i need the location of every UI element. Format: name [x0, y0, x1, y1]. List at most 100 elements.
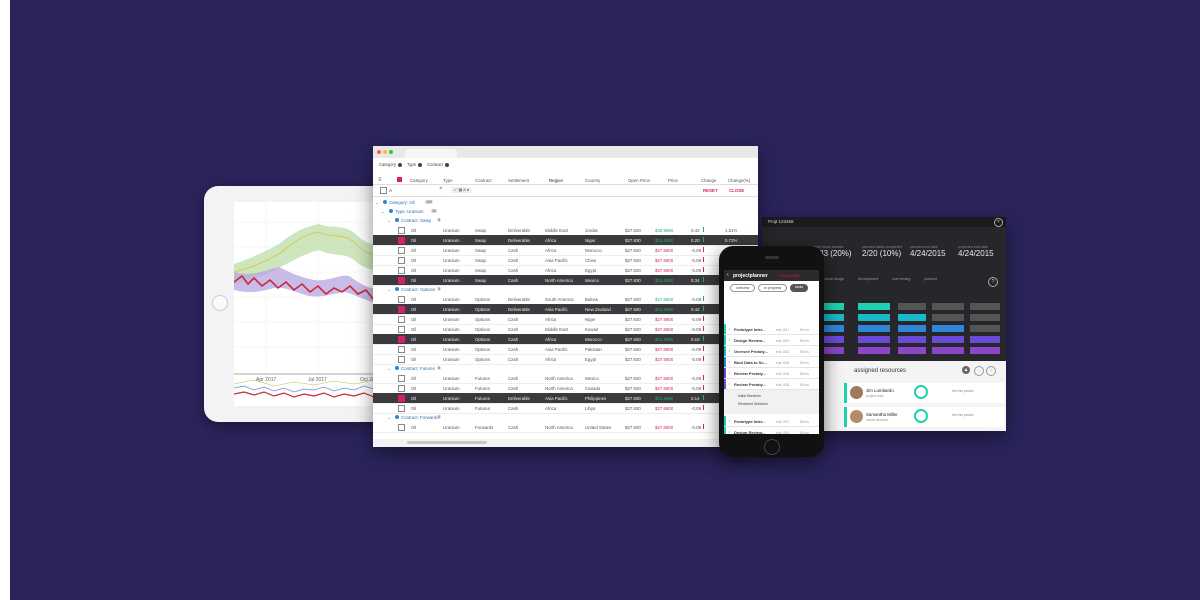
horizontal-scrollbar[interactable] — [373, 439, 758, 447]
segment-overview[interactable]: overview — [730, 284, 756, 292]
task-check-icon[interactable]: ✓ — [728, 430, 732, 434]
subtask-item[interactable]: Initial Sketches — [738, 394, 761, 398]
chevron-down-icon[interactable]: ⌄ — [381, 209, 385, 214]
sort-icon[interactable]: ▲ — [962, 366, 970, 374]
table-row[interactable]: Oil Uranium Swap Cash Asia Pacific China $27.9… — [373, 255, 758, 266]
task-check-icon[interactable]: ✓ — [728, 360, 732, 364]
clear-search-icon[interactable]: × — [439, 186, 443, 192]
group-row[interactable]: ⌄ Contract: Swap 5 — [373, 216, 758, 225]
remove-chip-icon[interactable] — [398, 162, 402, 167]
task-check-icon[interactable]: ✓ — [728, 349, 732, 353]
segment-tasks[interactable]: tasks — [790, 284, 809, 292]
row-checkbox[interactable] — [398, 346, 405, 353]
chevron-down-icon[interactable]: ⌄ — [375, 200, 379, 205]
task-check-icon[interactable]: ✓ — [728, 327, 732, 331]
resource-row[interactable]: Jim Lombardo project lead hrs this perio… — [844, 383, 1004, 403]
group-row[interactable]: ⌄ Contract: Options 5 — [373, 285, 758, 294]
table-row[interactable]: Oil Uranium Options Cash Asia Pacific Pakista… — [373, 344, 758, 355]
row-checkbox[interactable] — [398, 375, 405, 382]
reset-button[interactable]: RESET — [703, 188, 718, 193]
task-check-icon[interactable]: ✓ — [728, 419, 732, 423]
remove-chip-icon[interactable] — [444, 162, 449, 167]
row-checkbox[interactable] — [398, 326, 405, 333]
row-checkbox[interactable] — [398, 424, 405, 431]
phone-home-button[interactable] — [764, 439, 780, 455]
help-icon[interactable]: ? — [988, 277, 998, 287]
table-row[interactable]: Oil Uranium Futures Cash Africa Libya $27.930 $… — [373, 403, 758, 414]
back-icon[interactable]: ‹ — [727, 272, 729, 278]
row-checkbox[interactable] — [398, 227, 405, 234]
column-header[interactable]: Type — [443, 178, 453, 183]
row-checkbox[interactable] — [398, 296, 405, 303]
segment-in-progress[interactable]: in progress — [758, 284, 788, 292]
table-row[interactable]: Oil Uranium Options Cash Africa Niger $27.930 $… — [373, 314, 758, 325]
task-row[interactable]: ✓ Oversee Prototy... end: 8/22 80 hrs — [724, 346, 819, 357]
resource-row[interactable]: Samantha Miller visual designer hrs this… — [844, 407, 1004, 427]
group-row[interactable]: ⌄ Category: Oil 100 — [373, 198, 758, 207]
task-row[interactable]: ✓ Review Prototy... end: 8/26 80 hrs — [724, 368, 819, 379]
row-checkbox[interactable] — [398, 316, 405, 323]
task-row[interactable]: ✓ Prototype Inter... end: 9/17 80 hrs — [724, 416, 819, 427]
filter-chip[interactable]: ✓ ▦ A ● — [451, 187, 473, 193]
group-chip[interactable]: Type — [407, 162, 423, 167]
maximize-window-button[interactable] — [389, 150, 393, 154]
row-checkbox[interactable] — [398, 405, 405, 412]
row-checkbox[interactable] — [398, 237, 405, 244]
table-row[interactable]: Oil Uranium Options Cash Africa Egypt $27.930 $… — [373, 354, 758, 365]
table-row[interactable]: Oil Uranium Futures Cash North America Mexico… — [373, 373, 758, 384]
table-row[interactable]: Oil Uranium Options Cash Africa Morocco $27.93… — [373, 334, 758, 345]
close-button[interactable]: CLOSE — [729, 188, 745, 193]
row-checkbox[interactable] — [398, 247, 405, 254]
remove-chip-icon[interactable] — [418, 162, 423, 167]
group-row[interactable]: ⌄ Contract: Futures 5 — [373, 364, 758, 373]
group-row[interactable]: ⌄ Type: Uranium 20 — [373, 207, 758, 216]
task-check-icon[interactable]: ✓ — [728, 338, 732, 342]
chevron-down-icon[interactable]: ⌄ — [387, 218, 391, 223]
column-header[interactable]: Country — [585, 178, 601, 183]
group-row[interactable]: ⌄ Contract: Forwards 5 — [373, 413, 758, 422]
minimize-window-button[interactable] — [383, 150, 387, 154]
column-header[interactable]: Settlement — [508, 178, 529, 183]
row-checkbox[interactable] — [398, 395, 405, 402]
task-row[interactable]: ✓ Design Review... end: 8/19 80 hrs — [724, 335, 819, 346]
tablet-home-button[interactable] — [212, 295, 228, 311]
select-all-checkbox[interactable] — [397, 177, 402, 182]
group-chip[interactable]: Category — [379, 162, 402, 167]
add-icon[interactable]: + — [986, 366, 996, 376]
group-chip[interactable]: Contract — [427, 162, 449, 167]
column-header[interactable]: Open Price — [628, 178, 650, 183]
column-header[interactable]: Change — [701, 178, 717, 183]
chevron-down-icon[interactable]: ⌄ — [387, 415, 391, 420]
column-header[interactable]: Region — [549, 178, 563, 183]
browser-tab[interactable] — [405, 149, 457, 158]
chevron-down-icon[interactable]: ⌄ — [387, 287, 391, 292]
close-icon[interactable]: × — [994, 218, 1003, 227]
row-checkbox[interactable] — [398, 277, 405, 284]
chevron-down-icon[interactable]: ⌄ — [387, 366, 391, 371]
row-checkbox[interactable] — [398, 336, 405, 343]
row-checkbox[interactable] — [398, 356, 405, 363]
column-header[interactable]: Change(%) — [728, 178, 751, 183]
task-row[interactable]: ✓ Prototype Inter... end: 8/17 80 hrs — [724, 324, 819, 335]
task-check-icon[interactable]: ✓ — [728, 371, 732, 375]
search-input[interactable]: A — [389, 188, 393, 193]
table-row[interactable]: Oil Uranium Options Deliverable Asia Pacific… — [373, 304, 758, 315]
menu-icon[interactable]: ≡ — [378, 177, 382, 183]
table-row[interactable]: Oil Uranium Futures Deliverable Asia Pacific… — [373, 393, 758, 404]
task-row[interactable]: ✓ Review Prototy... end: 8/28 80 hrs — [724, 379, 819, 390]
column-header[interactable]: Price — [668, 178, 679, 183]
remove-icon[interactable]: − — [974, 366, 984, 376]
subtask-item[interactable]: Reviewed Sketches — [738, 402, 768, 406]
scrollbar-thumb[interactable] — [407, 441, 487, 444]
table-row[interactable]: Oil Uranium Forwards Cash North America Unite… — [373, 422, 758, 433]
row-checkbox[interactable] — [398, 306, 405, 313]
row-checkbox[interactable] — [398, 257, 405, 264]
column-header[interactable]: Contract — [475, 178, 492, 183]
task-row[interactable]: ✓ Bind Data to Sc... end: 8/24 80 hrs — [724, 357, 819, 368]
column-header[interactable]: Category — [410, 178, 428, 183]
close-window-button[interactable] — [377, 150, 381, 154]
row-checkbox[interactable] — [398, 267, 405, 274]
table-row[interactable]: Oil Uranium Swap Cash North America Mexico $27… — [373, 275, 758, 286]
table-row[interactable]: Oil Uranium Swap Cash Africa Morocco $27.930 $2… — [373, 245, 758, 256]
table-row[interactable]: Oil Uranium Swap Deliverable Africa Niger $27.… — [373, 235, 758, 246]
